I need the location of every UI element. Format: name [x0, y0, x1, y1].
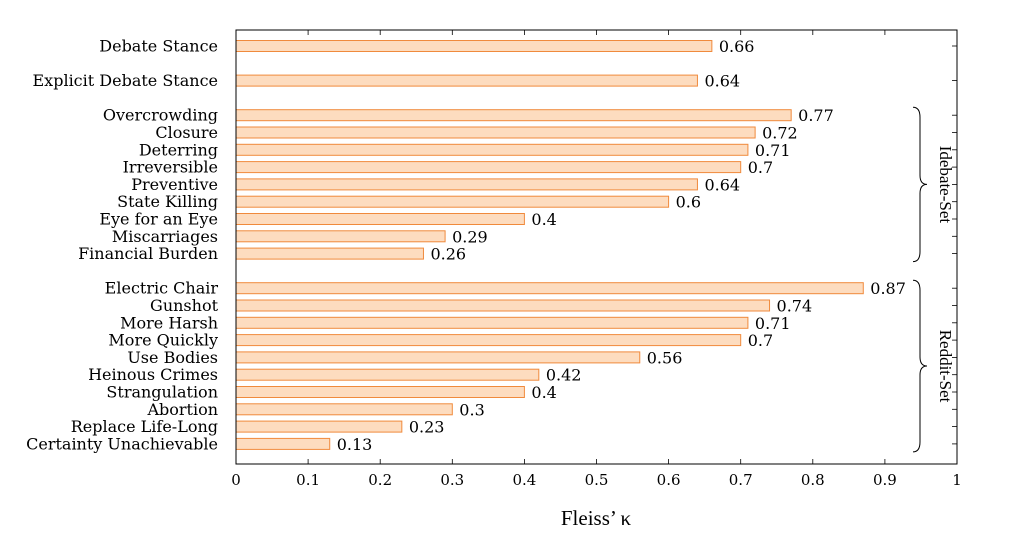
- value-label: 0.13: [337, 435, 373, 454]
- value-label: 0.66: [719, 37, 755, 56]
- group-brackets: Idebate-Set Reddit-Set: [912, 106, 955, 453]
- group-label: Idebate-Set: [936, 146, 955, 224]
- x-tick-label: 0.5: [585, 471, 609, 489]
- category-label: Closure: [155, 123, 218, 142]
- plot-frame: [235, 29, 958, 465]
- x-tick-label: 0: [231, 471, 241, 489]
- category-label: Abortion: [146, 400, 218, 419]
- category-label: Deterring: [139, 140, 218, 159]
- value-label: 0.72: [762, 124, 798, 143]
- category-label: Explicit Debate Stance: [33, 71, 219, 90]
- value-label: 0.3: [459, 400, 484, 419]
- bar: [235, 230, 446, 243]
- x-tick-label: 1: [952, 471, 962, 489]
- value-label: 0.71: [755, 141, 791, 160]
- x-axis-title: Fleiss’ κ: [561, 506, 632, 530]
- value-label: 0.7: [748, 158, 773, 177]
- value-label: 0.42: [546, 366, 582, 385]
- value-labels: 0.660.640.770.720.710.70.640.60.40.290.2…: [337, 37, 906, 454]
- bar: [235, 40, 713, 52]
- category-label: Gunshot: [150, 296, 219, 315]
- x-tick-label: 0.2: [368, 471, 392, 489]
- x-tick-label: 0.3: [440, 471, 464, 489]
- bar: [235, 420, 403, 433]
- category-label: State Killing: [117, 192, 218, 211]
- bar: [235, 437, 331, 450]
- category-label: Eye for an Eye: [99, 210, 218, 229]
- bar: [235, 195, 670, 208]
- category-label: Irreversible: [123, 158, 218, 177]
- value-label: 0.77: [798, 106, 834, 125]
- bar: [235, 386, 525, 398]
- value-label: 0.26: [430, 245, 466, 264]
- category-label: More Quickly: [108, 331, 218, 350]
- bar: [235, 74, 698, 87]
- group-label: Reddit-Set: [936, 330, 955, 403]
- bar: [235, 178, 698, 191]
- x-tick-label: 0.9: [873, 471, 897, 489]
- value-label: 0.23: [409, 418, 445, 437]
- category-label: Replace Life-Long: [71, 417, 218, 436]
- bar: [235, 334, 742, 347]
- bar: [235, 143, 749, 156]
- bar: [235, 351, 641, 364]
- bar: [235, 282, 864, 295]
- value-label: 0.4: [531, 210, 556, 229]
- x-tick-label: 0.8: [801, 471, 825, 489]
- group-brace: [912, 106, 928, 263]
- category-label: Electric Chair: [105, 279, 219, 298]
- value-label: 0.64: [704, 175, 740, 194]
- category-label: Strangulation: [106, 383, 218, 402]
- value-label: 0.7: [748, 331, 773, 350]
- bar: [235, 316, 749, 329]
- tick-layer: [235, 30, 958, 464]
- value-label: 0.6: [676, 193, 701, 212]
- group-brace: [912, 279, 928, 453]
- value-label: 0.4: [531, 383, 556, 402]
- bar: [235, 109, 792, 122]
- category-label: Debate Stance: [99, 37, 218, 56]
- bar: [235, 299, 771, 312]
- value-label: 0.64: [704, 72, 740, 91]
- category-label: Financial Burden: [78, 244, 218, 263]
- bar: [235, 247, 424, 260]
- category-label: Use Bodies: [127, 348, 218, 367]
- bar: [235, 213, 525, 225]
- category-label: Overcrowding: [103, 106, 218, 125]
- category-labels: Debate Stance Explicit Debate Stance Overc…: [26, 37, 218, 454]
- category-label: Heinous Crimes: [88, 365, 218, 384]
- value-label: 0.87: [870, 279, 906, 298]
- value-label: 0.74: [777, 297, 813, 316]
- value-label: 0.56: [647, 348, 683, 367]
- bar: [235, 368, 540, 381]
- bar: [235, 161, 742, 174]
- category-label: Preventive: [131, 175, 218, 194]
- category-label: Certainty Unachievable: [26, 434, 218, 453]
- x-tick-label: 0.4: [512, 471, 536, 489]
- x-tick-labels: 0 0.1 0.2 0.3 0.4 0.5 0.6 0.7 0.8 0.9 1: [231, 471, 962, 489]
- x-tick-label: 0.1: [296, 471, 320, 489]
- category-label: Miscarriages: [112, 227, 218, 246]
- value-label: 0.71: [755, 314, 791, 333]
- category-label: More Harsh: [120, 313, 218, 332]
- x-tick-label: 0.7: [729, 471, 753, 489]
- bar: [235, 403, 453, 416]
- bar: [235, 126, 756, 139]
- value-label: 0.29: [452, 227, 488, 246]
- x-tick-label: 0.6: [657, 471, 681, 489]
